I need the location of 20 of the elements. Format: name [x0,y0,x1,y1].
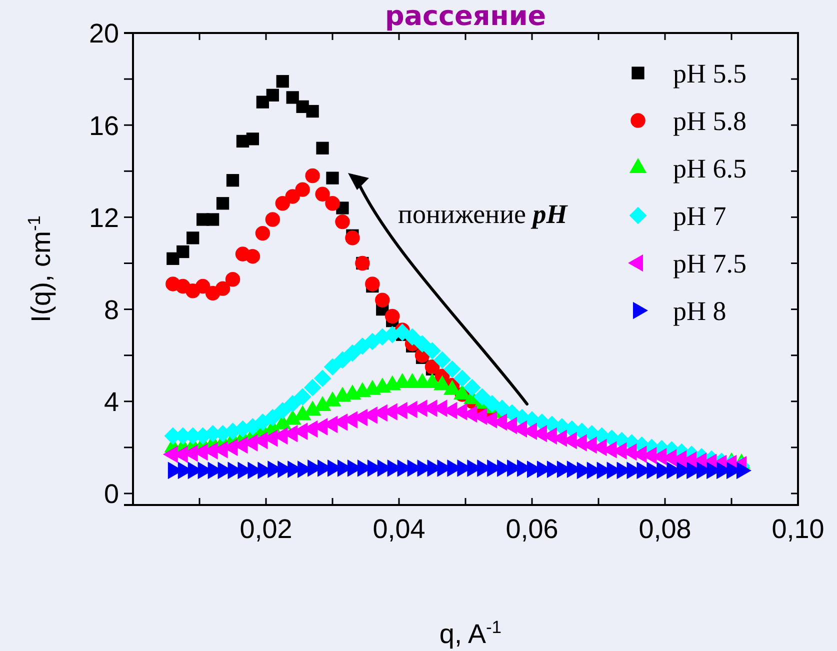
y-tick-label: 8 [104,295,119,326]
legend-label: pH 5.8 [673,106,746,136]
annotation: понижение pH [398,199,568,229]
x-tick-label: 0,04 [372,514,426,544]
legend-label: pH 5.5 [673,58,746,88]
y-tick-label: 0 [104,479,119,510]
legend-label: pH 6.5 [673,153,746,184]
legend-label: pH 7 [673,200,726,231]
chart-title: рассеяние [384,1,546,32]
y-tick-label: 20 [88,18,119,49]
x-tick-label: 0,10 [772,514,824,544]
x-tick-label: 0,02 [240,514,292,544]
x-tick-label: 0,08 [638,514,692,544]
y-tick-label: 12 [88,202,119,233]
legend-label: pH 8 [673,296,726,326]
x-axis-title: q, A$^{-1}$ [439,617,502,649]
x-tick-label: 0,06 [506,514,558,544]
y-tick-label: 4 [104,387,119,418]
legend-label: pH 7.5 [673,248,746,278]
y-tick-label: 16 [88,110,119,141]
